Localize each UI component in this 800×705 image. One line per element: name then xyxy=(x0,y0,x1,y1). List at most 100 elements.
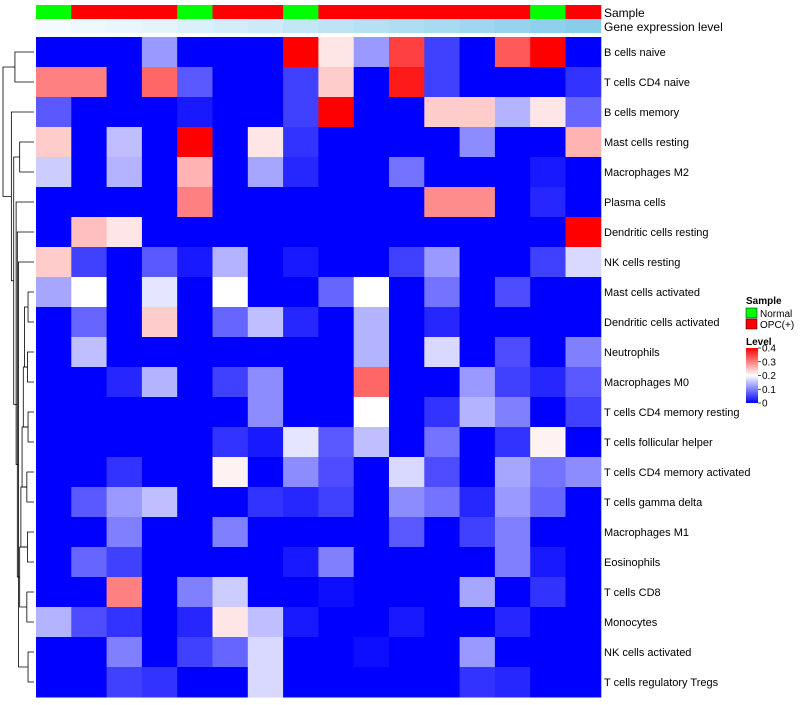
heatmap-cell xyxy=(318,217,355,248)
heatmap-cell xyxy=(459,37,496,68)
heatmap-cell xyxy=(71,577,108,608)
heatmap-cell xyxy=(530,157,566,188)
heatmap-cell xyxy=(353,607,390,638)
dendrogram-branch xyxy=(18,261,34,668)
heatmap-cell xyxy=(353,37,390,68)
heatmap-cell xyxy=(530,67,566,98)
heatmap-cell xyxy=(247,127,284,158)
heatmap-cell xyxy=(530,37,566,68)
dendrogram-branch xyxy=(27,651,34,683)
heatmap-cell xyxy=(424,547,461,578)
heatmap-cell xyxy=(212,607,249,638)
heatmap-cell xyxy=(212,397,249,428)
heatmap-cell xyxy=(71,547,108,578)
heatmap-cell xyxy=(177,127,213,158)
heatmap-cell xyxy=(141,367,178,398)
heatmap-cell xyxy=(565,67,602,98)
heatmap-cell xyxy=(494,67,531,98)
heatmap-cell xyxy=(177,187,213,218)
dendrogram-branch xyxy=(19,141,34,173)
sample-annotation-cell xyxy=(71,5,108,19)
heatmap-cell xyxy=(565,547,602,578)
heatmap-cell xyxy=(36,37,72,68)
heatmap-cell xyxy=(71,127,108,158)
heatmap-cell xyxy=(36,67,72,98)
heatmap-cell xyxy=(494,187,531,218)
heatmap-cell xyxy=(389,547,425,578)
heatmap-cell xyxy=(530,577,566,608)
heatmap-cell xyxy=(353,427,390,458)
heatmap-cell xyxy=(36,487,72,518)
heatmap-cell xyxy=(71,517,108,548)
heatmap-cell xyxy=(36,247,72,278)
heatmap-cell xyxy=(283,277,319,308)
heatmap-cell xyxy=(247,217,284,248)
sample-annotation-cell xyxy=(106,5,143,19)
heatmap-cell xyxy=(353,157,390,188)
heatmap-cell xyxy=(318,667,355,698)
heatmap-cell xyxy=(177,97,213,128)
heatmap-cell xyxy=(494,637,531,668)
heatmap-cell xyxy=(71,97,108,128)
heatmap-cell xyxy=(389,667,425,698)
heatmap-cell xyxy=(141,127,178,158)
heatmap-cell xyxy=(424,667,461,698)
dendrogram-branch xyxy=(16,231,34,578)
heatmap-cell xyxy=(494,547,531,578)
heatmap-cell xyxy=(71,337,108,368)
heatmap-cell xyxy=(247,307,284,338)
heatmap-cell xyxy=(212,367,249,398)
heatmap-cell xyxy=(530,487,566,518)
heatmap-cell xyxy=(283,607,319,638)
row-label: B cells naive xyxy=(604,47,666,59)
heatmap-cell xyxy=(530,337,566,368)
heatmap-cell xyxy=(141,637,178,668)
heatmap-cell xyxy=(565,397,602,428)
heatmap-cell xyxy=(283,37,319,68)
heatmap-cell xyxy=(459,187,496,218)
heatmap-cell xyxy=(530,397,566,428)
heatmap-cell xyxy=(494,397,531,428)
expression-annotation-cell xyxy=(36,19,72,33)
heatmap-cell xyxy=(71,37,108,68)
sample-annotation-label: Sample xyxy=(604,6,645,20)
heatmap-cell xyxy=(247,367,284,398)
legend-color-bar xyxy=(746,348,758,403)
heatmap-cell xyxy=(424,607,461,638)
sample-annotation-cell xyxy=(494,5,531,19)
heatmap-cell xyxy=(141,37,178,68)
row-label: Macrophages M2 xyxy=(604,167,689,179)
heatmap-cell xyxy=(530,307,566,338)
heatmap-cell xyxy=(530,247,566,278)
heatmap-cell xyxy=(494,367,531,398)
heatmap-cell xyxy=(141,67,178,98)
heatmap-cell xyxy=(106,607,143,638)
heatmap-cell xyxy=(530,97,566,128)
heatmap-cell xyxy=(106,427,143,458)
sample-annotation-cell xyxy=(530,5,566,19)
heatmap-cell xyxy=(36,97,72,128)
sample-annotation-cell xyxy=(318,5,355,19)
heatmap-cell xyxy=(318,337,355,368)
dendrogram-branch xyxy=(26,471,34,503)
heatmap-cell xyxy=(283,667,319,698)
legend-level-title: Level xyxy=(746,337,772,348)
heatmap-cell xyxy=(565,457,602,488)
heatmap-cell xyxy=(247,277,284,308)
heatmap-cell xyxy=(494,607,531,638)
legend-tick-label: 0.4 xyxy=(762,344,776,355)
heatmap-cell xyxy=(283,337,319,368)
heatmap-cell xyxy=(494,217,531,248)
heatmap-cell xyxy=(141,457,178,488)
heatmap-cell xyxy=(565,667,602,698)
heatmap-cell xyxy=(565,97,602,128)
heatmap-cell xyxy=(565,367,602,398)
heatmap-cell xyxy=(247,157,284,188)
heatmap-cell xyxy=(530,547,566,578)
heatmap-cell xyxy=(141,427,178,458)
heatmap-cell xyxy=(530,607,566,638)
heatmap-cell xyxy=(318,427,355,458)
heatmap-cell xyxy=(177,607,213,638)
heatmap-cell xyxy=(494,487,531,518)
heatmap-cell xyxy=(318,637,355,668)
